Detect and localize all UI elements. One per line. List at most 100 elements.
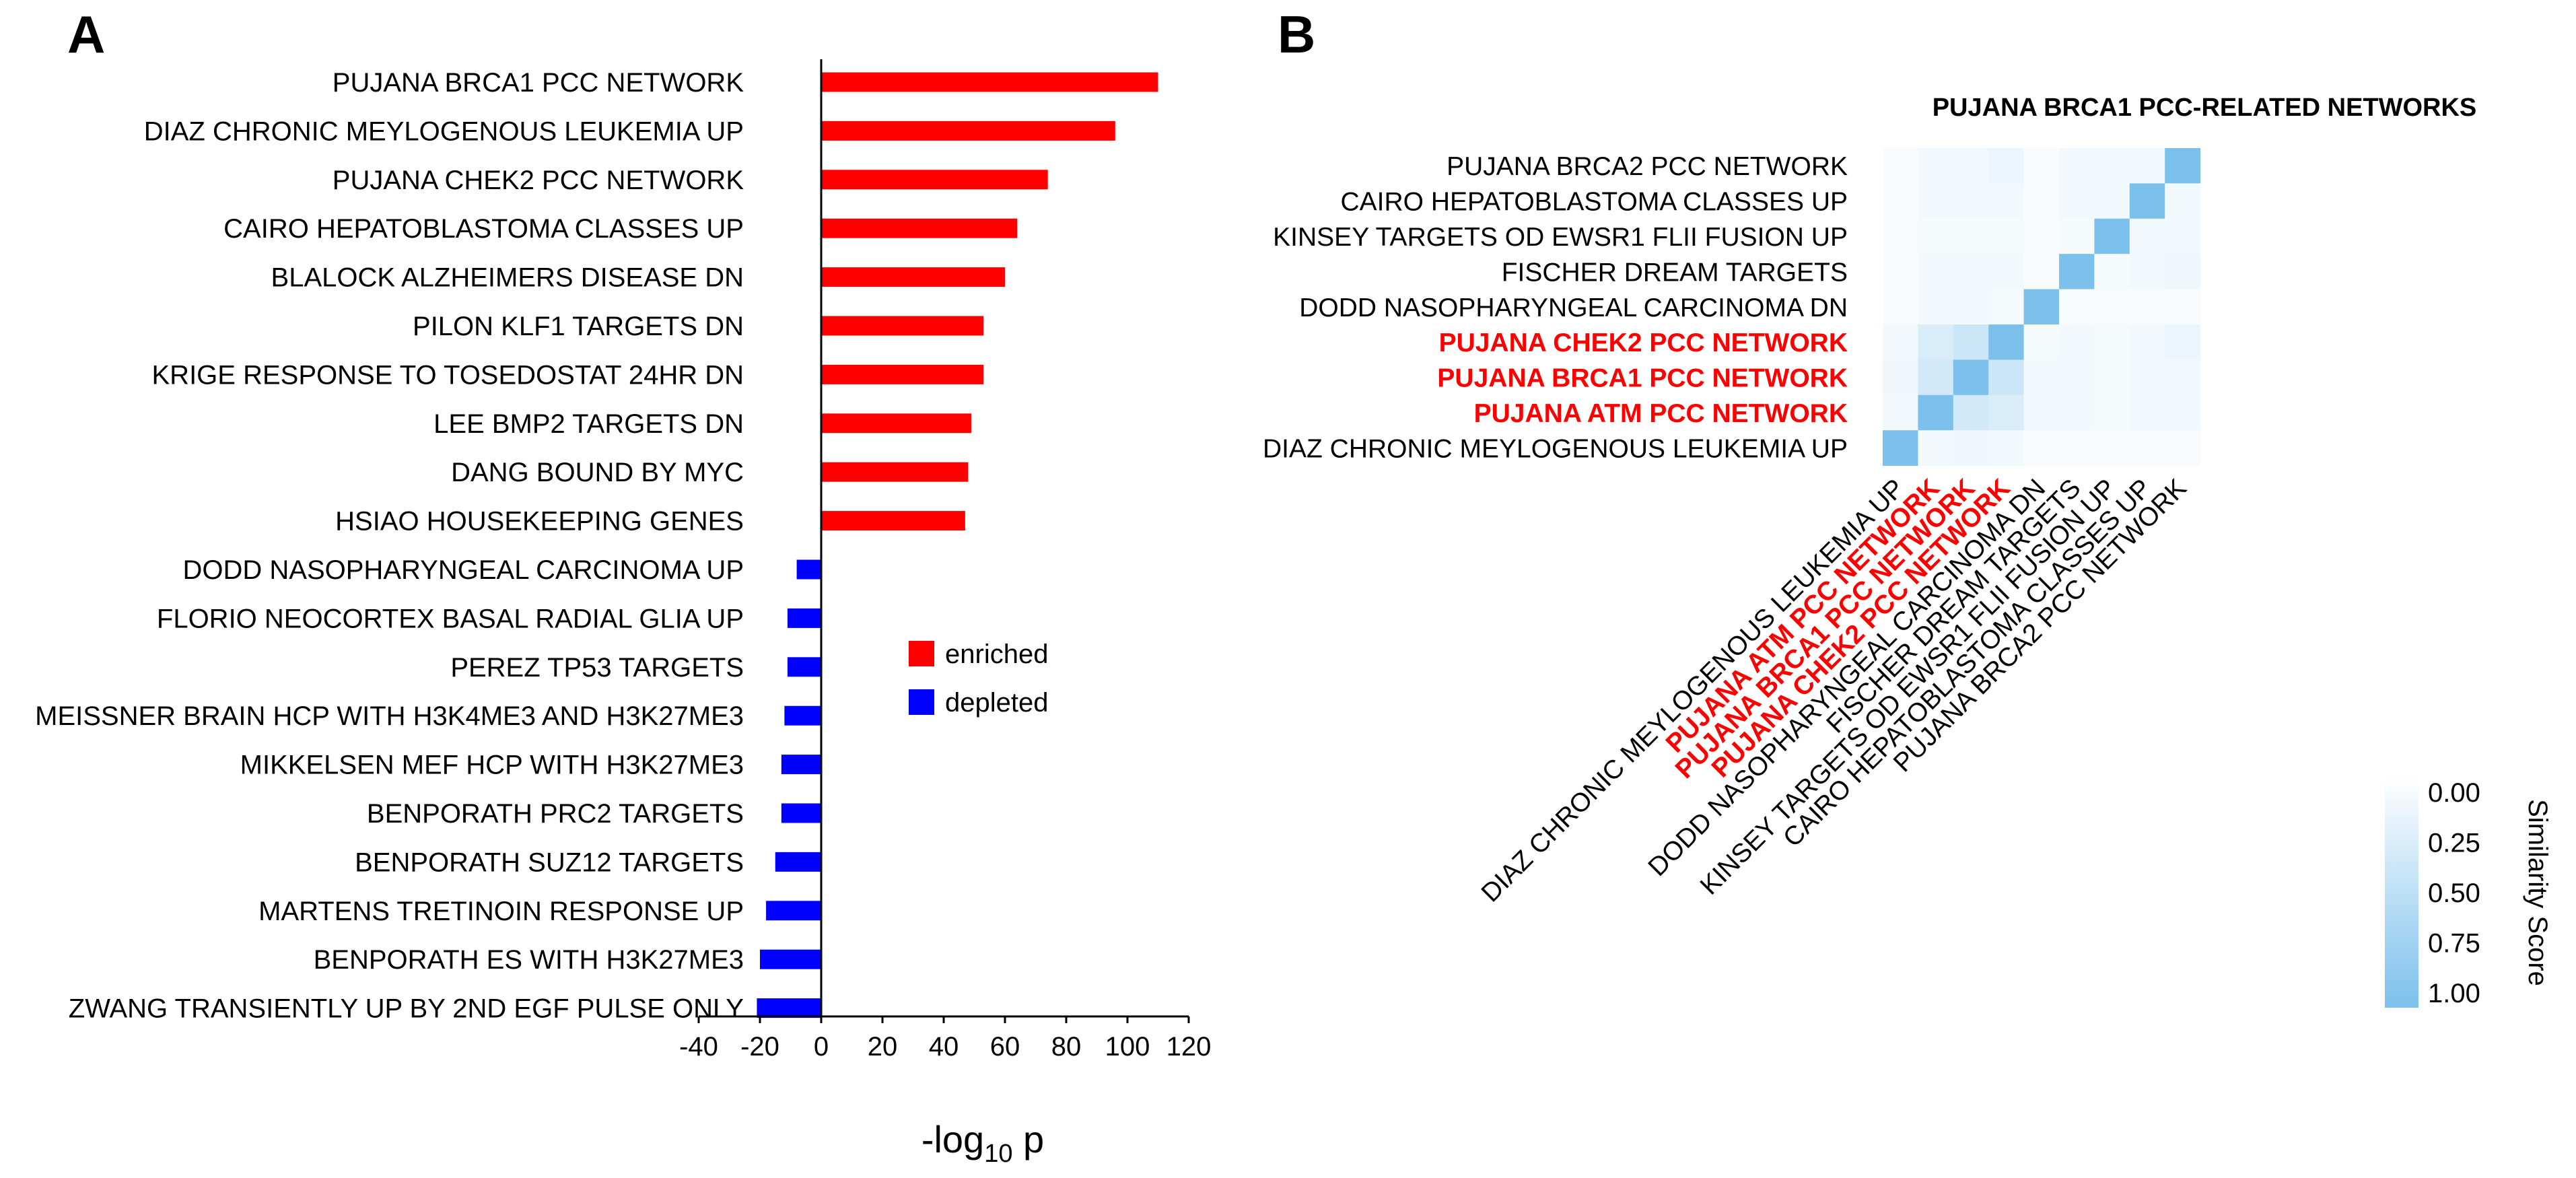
heatmap-cell [1918,289,1954,325]
heatmap-cell [1918,148,1954,184]
category-label: FLORIO NEOCORTEX BASAL RADIAL GLIA UP [157,604,744,633]
heatmap-cell [2165,394,2201,431]
heatmap-cell [1918,183,1954,219]
heatmap-cell [2094,324,2130,360]
panel-b-letter: B [1278,5,1315,64]
heatmap-cell [1953,289,1989,325]
heatmap-cell [2023,394,2060,431]
bar-depleted [787,657,821,677]
category-label: CAIRO HEPATOBLASTOMA CLASSES UP [223,214,744,244]
heatmap-cell [2129,289,2165,325]
heatmap-cell [1918,324,1954,360]
legend-label-depleted: depleted [945,688,1048,718]
heatmap-cell [1918,430,1954,466]
x-tick-label: 0 [814,1032,829,1062]
heatmap-cell [1883,359,1918,396]
x-tick-label: 100 [1105,1032,1150,1062]
heatmap-cell [2059,394,2095,431]
legend: enriched depleted [909,639,1048,718]
category-label: MIKKELSEN MEF HCP WITH H3K27ME3 [240,751,744,780]
heatmap-cell [1918,254,1954,290]
bar-enriched [821,511,965,531]
x-tick-label: -20 [740,1032,779,1062]
heatmap-cell [2094,254,2130,290]
category-label: MEISSNER BRAIN HCP WITH H3K4ME3 AND H3K2… [35,701,744,731]
bar-depleted [757,998,821,1018]
colorbar [2385,777,2418,1008]
category-label: ZWANG TRANSIENTLY UP BY 2ND EGF PULSE ON… [69,994,744,1024]
bar-enriched [821,462,969,482]
heatmap-title: PUJANA BRCA1 PCC-RELATED NETWORKS [1933,94,2477,122]
heatmap-cell [1883,324,1918,360]
heatmap-row-label: PUJANA BRCA2 PCC NETWORK [1447,152,1848,181]
bar-depleted [781,755,821,775]
heatmap-cell [2165,324,2201,360]
x-tick-label: 20 [868,1032,898,1062]
category-label: MARTENS TRETINOIN RESPONSE UP [258,897,744,926]
category-label: PUJANA CHEK2 PCC NETWORK [333,166,744,195]
heatmap-cell [2129,359,2165,396]
colorbar-tick-label: 0.50 [2428,878,2480,908]
heatmap-row-label: KINSEY TARGETS OD EWSR1 FLII FUSION UP [1273,223,1848,252]
category-label: BENPORATH ES WITH H3K27ME3 [314,945,744,975]
heatmap-cell [1988,254,2025,290]
heatmap-cell [2023,218,2060,254]
heatmap-cell [2094,289,2130,325]
bar-depleted [787,608,821,628]
heatmap-cell [1988,289,2025,325]
heatmap-cell [2165,254,2201,290]
heatmap-cell [1918,218,1954,254]
heatmap-cell [2023,183,2060,219]
heatmap-cell [1953,359,1989,396]
heatmap-cell [1883,394,1918,431]
heatmap-cell [1953,254,1989,290]
category-label: KRIGE RESPONSE TO TOSEDOSTAT 24HR DN [152,360,744,390]
heatmap-cell [1988,324,2025,360]
heatmap-cell [2059,148,2095,184]
colorbar-tick-label: 0.00 [2428,778,2480,808]
heatmap-cell [1953,148,1989,184]
heatmap-row-label: FISCHER DREAM TARGETS [1502,258,1848,287]
heatmap-cell [2094,430,2130,466]
heatmap-cell [1988,218,2025,254]
heatmap-cell [2129,183,2165,219]
heatmap-cell [1988,430,2025,466]
heatmap-cell [2059,289,2095,325]
heatmap-row-label: DIAZ CHRONIC MEYLOGENOUS LEUKEMIA UP [1263,434,1848,463]
x-tick-label: 80 [1051,1032,1082,1062]
heatmap-cell [2023,254,2060,290]
heatmap-cell [2023,430,2060,466]
heatmap-cell [1988,394,2025,431]
heatmap-cell [2023,359,2060,396]
heatmap-cell [2059,359,2095,396]
heatmap-cell [1883,218,1918,254]
panel-a-letter: A [67,5,105,64]
heatmap-cell [2165,289,2201,325]
heatmap-cell [2094,148,2130,184]
heatmap-cell [2059,324,2095,360]
heatmap-cell [1953,218,1989,254]
x-tick-label: 40 [929,1032,959,1062]
heatmap-cell [1988,148,2025,184]
legend-swatch-depleted [909,689,934,715]
x-tick-label: -40 [679,1032,718,1062]
category-label: BENPORATH PRC2 TARGETS [367,799,744,829]
heatmap-row-label: DODD NASOPHARYNGEAL CARCINOMA DN [1299,293,1848,322]
category-label: BLALOCK ALZHEIMERS DISEASE DN [271,263,744,293]
heatmap-cell [2094,183,2130,219]
x-tick-label: 120 [1167,1032,1212,1062]
heatmap-cell [1918,394,1954,431]
heatmap-row-label: PUJANA ATM PCC NETWORK [1474,399,1848,428]
category-label: HSIAO HOUSEKEEPING GENES [335,507,744,536]
bar-enriched [821,72,1158,92]
heatmap-cell [2165,359,2201,396]
bar-depleted [766,901,821,921]
bar-enriched [821,364,984,384]
heatmap-cell [1953,394,1989,431]
heatmap-cell [1988,183,2025,219]
heatmap-cell [2059,183,2095,219]
heatmap-cell [2129,148,2165,184]
bar-depleted [796,559,821,580]
heatmap-cell [2129,394,2165,431]
